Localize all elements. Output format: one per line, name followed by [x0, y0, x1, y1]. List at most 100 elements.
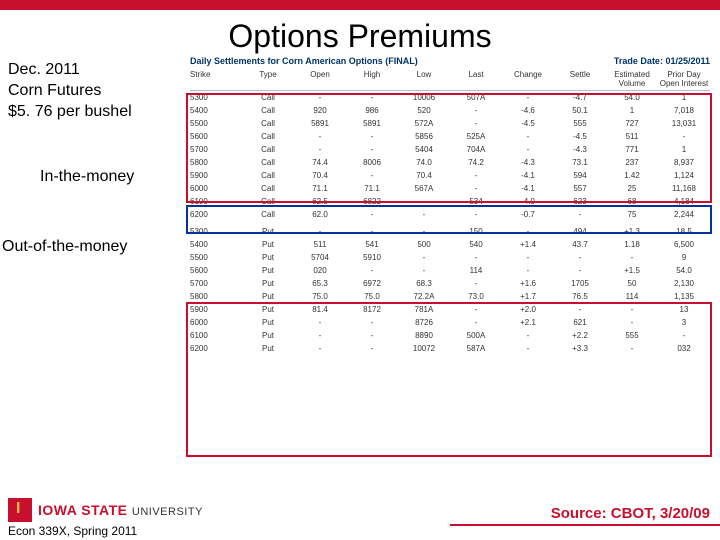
cell: +1.3: [606, 227, 658, 236]
cell: 1: [658, 145, 710, 154]
table-row: 5400Call920986520--4.650.117,018: [190, 104, 710, 117]
cell: +1.4: [502, 240, 554, 249]
table-row: 5600Call--5856525A--4.5511-: [190, 130, 710, 143]
cell: 10006: [398, 93, 450, 102]
cell: Call: [242, 210, 294, 219]
table-row: 5700Put65.3697268.3-+1.61705502,130: [190, 277, 710, 290]
cell: -4.5: [554, 132, 606, 141]
cell: 18.5: [658, 227, 710, 236]
cell: 73.1: [554, 158, 606, 167]
cell: -: [502, 266, 554, 275]
cell: Put: [242, 240, 294, 249]
cell: 4,184: [658, 197, 710, 206]
cell: 65.3: [294, 279, 346, 288]
cell: 500: [398, 240, 450, 249]
table-row: 5500Put57045910-----9: [190, 251, 710, 264]
cell: -: [502, 145, 554, 154]
cell: 62.0: [294, 210, 346, 219]
cell: -: [502, 253, 554, 262]
cell: Call: [242, 119, 294, 128]
cell: 75.0: [294, 292, 346, 301]
cell: -: [294, 132, 346, 141]
cell: -: [346, 227, 398, 236]
cell: -: [502, 132, 554, 141]
cell: 10072: [398, 344, 450, 353]
col-header: Strike: [190, 70, 242, 88]
cell: Put: [242, 305, 294, 314]
context-line-3: $5. 76 per bushel: [8, 102, 132, 123]
cell: -: [450, 305, 502, 314]
cell: -: [294, 93, 346, 102]
cell: 68.3: [398, 279, 450, 288]
table-row: 5700Call--5404704A--4.37711: [190, 143, 710, 156]
table-row: 6000Call71.171.1567A--4.15572511,168: [190, 182, 710, 195]
table-row: 5800Call74.4800674.074.2-4.373.12378,937: [190, 156, 710, 169]
cell: 1.18: [606, 240, 658, 249]
cell: Call: [242, 197, 294, 206]
cell: Put: [242, 344, 294, 353]
cell: -4.3: [554, 145, 606, 154]
cell: -: [398, 227, 450, 236]
table-row: 5600Put020--114--+1.554.0: [190, 264, 710, 277]
cell: 13,031: [658, 119, 710, 128]
cell: Put: [242, 292, 294, 301]
cell: -: [658, 331, 710, 340]
cell: 1: [658, 93, 710, 102]
cell: 9: [658, 253, 710, 262]
university-logo: IOWA STATE UNIVERSITY: [8, 498, 203, 522]
top-accent-bar: [0, 0, 720, 10]
cell: 75.0: [346, 292, 398, 301]
cell: 567A: [398, 184, 450, 193]
cell: -4.0: [502, 197, 554, 206]
cell: 494: [554, 227, 606, 236]
cell: -: [346, 344, 398, 353]
cell: -: [346, 266, 398, 275]
cell: +3.3: [554, 344, 606, 353]
cell: -: [606, 318, 658, 327]
cell: Put: [242, 253, 294, 262]
cell: 5700: [190, 145, 242, 154]
col-header: Open: [294, 70, 346, 88]
cell: 5910: [346, 253, 398, 262]
cell: Put: [242, 318, 294, 327]
cell: Put: [242, 227, 294, 236]
cell: 50: [606, 279, 658, 288]
cell: Call: [242, 184, 294, 193]
cell: +2.2: [554, 331, 606, 340]
cell: -: [450, 253, 502, 262]
cell: 520: [398, 106, 450, 115]
cell: 5404: [398, 145, 450, 154]
cell: 555: [606, 331, 658, 340]
cell: 587A: [450, 344, 502, 353]
cell: 81.4: [294, 305, 346, 314]
cell: 6100: [190, 331, 242, 340]
cell: 114: [450, 266, 502, 275]
cell: 5500: [190, 253, 242, 262]
col-header: Last: [450, 70, 502, 88]
label-in-the-money: In-the-money: [40, 168, 134, 186]
cell: 920: [294, 106, 346, 115]
cell: 704A: [450, 145, 502, 154]
cell: Call: [242, 106, 294, 115]
cell: +2.0: [502, 305, 554, 314]
col-header: High: [346, 70, 398, 88]
footer: IOWA STATE UNIVERSITY Econ 339X, Spring …: [0, 496, 720, 540]
cell: 2,130: [658, 279, 710, 288]
cell: 6822: [346, 197, 398, 206]
cell: 74.2: [450, 158, 502, 167]
table-row: 5400Put511541500540+1.443.71.186,500: [190, 238, 710, 251]
cell: 5704: [294, 253, 346, 262]
cell: 6100: [190, 197, 242, 206]
cell: 525A: [450, 132, 502, 141]
cell: 237: [606, 158, 658, 167]
cell: -: [346, 210, 398, 219]
table-row: 6000Put--8726-+2.1621-3: [190, 316, 710, 329]
cell: Call: [242, 93, 294, 102]
cell: 5500: [190, 119, 242, 128]
cell: 5891: [346, 119, 398, 128]
table-row: 5300Call--10006507A--4.754.01: [190, 91, 710, 104]
cell: Put: [242, 266, 294, 275]
cell: -: [606, 344, 658, 353]
logo-sub: UNIVERSITY: [132, 506, 203, 518]
cell: -: [554, 305, 606, 314]
